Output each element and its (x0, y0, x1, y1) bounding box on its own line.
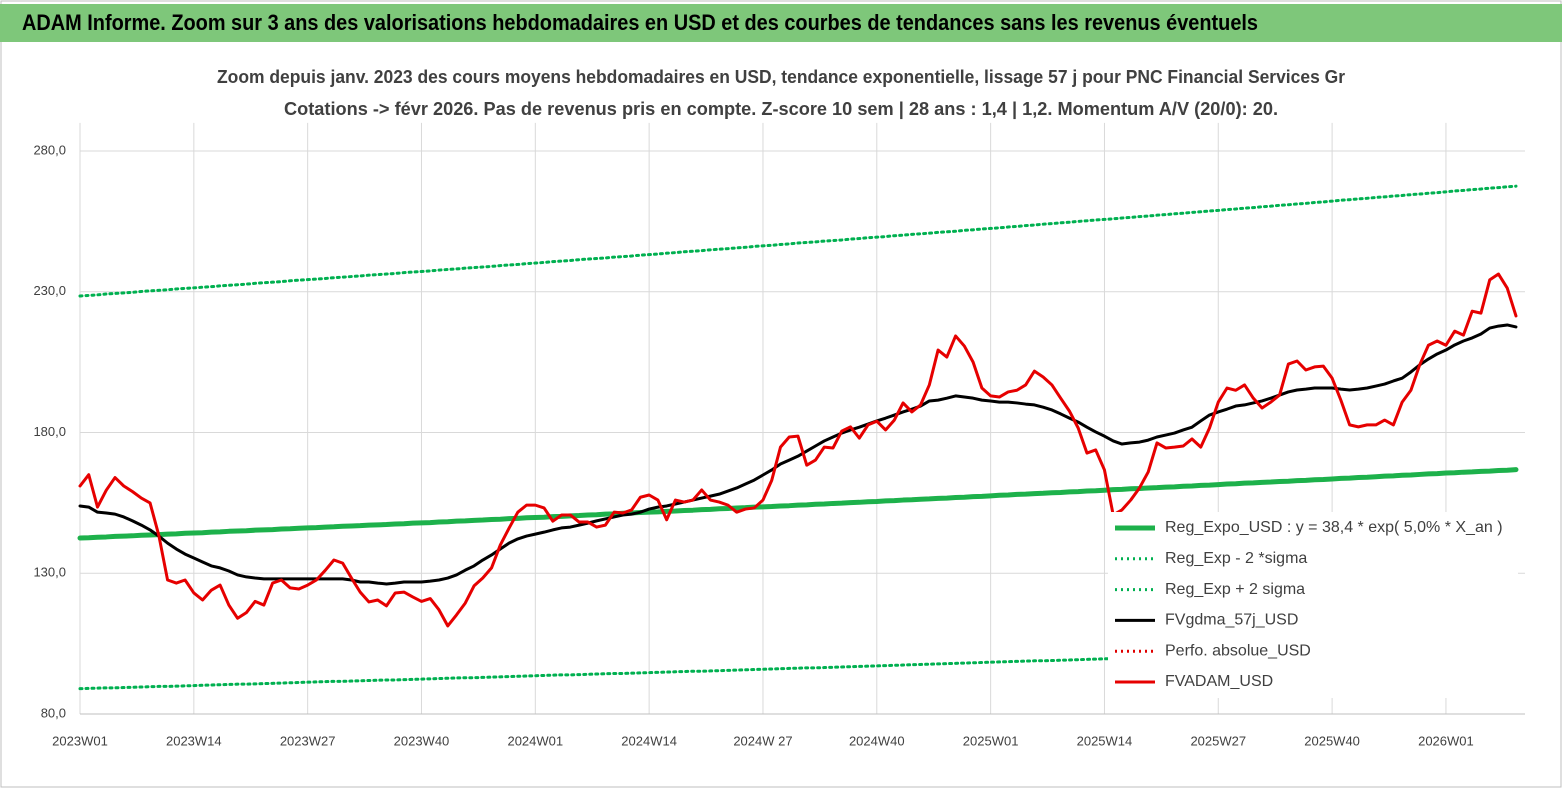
x-tick-label: 2025W40 (1304, 733, 1360, 748)
series-line (78, 272, 1518, 628)
x-tick-label: 2026W01 (1418, 733, 1474, 748)
chart-title: Zoom depuis janv. 2023 des cours moyens … (217, 67, 1345, 87)
series-line (78, 184, 1518, 298)
y-tick-label: 230,0 (33, 283, 66, 298)
x-tick-label: 2025W27 (1190, 733, 1246, 748)
x-tick-label: 2023W40 (394, 733, 450, 748)
x-tick-label: 2024W01 (507, 733, 563, 748)
x-tick-label: 2023W27 (280, 733, 336, 748)
y-tick-label: 80,0 (41, 705, 66, 720)
legend-label: FVgdma_57j_USD (1165, 612, 1298, 629)
legend-label: Reg_Exp + 2 sigma (1165, 581, 1305, 598)
y-tick-label: 280,0 (33, 142, 66, 157)
plot: 80,0 130,0 180,0 230,0 280,0 2023W01 2023W14 20… (33, 122, 1525, 748)
legend: Reg_Expo_USD : y = 38,4 * exp( 5,0% * X_… (1108, 512, 1518, 698)
legend-label: Perfo. absolue_USD (1165, 642, 1311, 659)
legend-box (1108, 512, 1518, 698)
x-tick-label: 2024W40 (849, 733, 905, 748)
x-tick-label: 2023W14 (166, 733, 222, 748)
y-tick-label: 130,0 (33, 565, 66, 580)
legend-label: Reg_Exp - 2 *sigma (1165, 550, 1307, 567)
header-title: ADAM Informe. Zoom sur 3 ans des valoris… (22, 10, 1258, 35)
y-tick-label: 180,0 (33, 424, 66, 439)
chart-subtitle: Cotations -> févr 2026. Pas de revenus p… (284, 99, 1278, 119)
x-tick-label: 2025W14 (1077, 733, 1133, 748)
series-line (77, 467, 1519, 541)
x-tick-label: 2024W14 (621, 733, 677, 748)
x-tick-label: 2023W01 (52, 733, 108, 748)
legend-label: FVADAM_USD (1165, 673, 1273, 690)
x-tick-label: 2024W 27 (733, 733, 792, 748)
header-band (0, 4, 1562, 42)
x-tick-label: 2025W01 (963, 733, 1019, 748)
legend-label: Reg_Expo_USD : y = 38,4 * exp( 5,0% * X_… (1165, 519, 1503, 536)
